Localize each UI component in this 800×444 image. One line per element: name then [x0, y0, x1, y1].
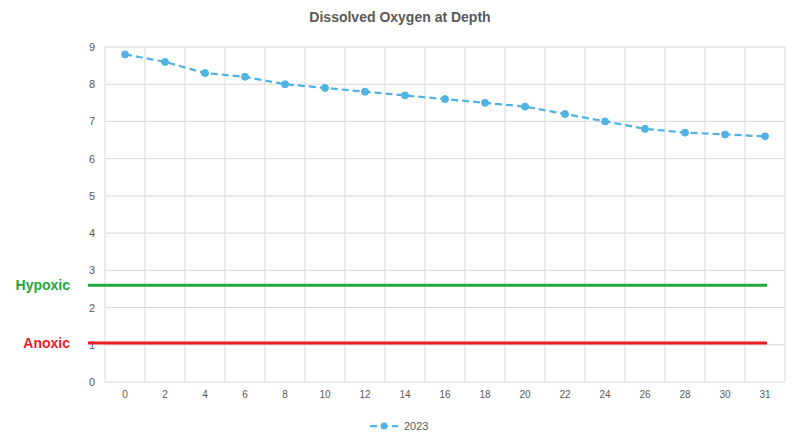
threshold-line: [88, 341, 767, 344]
y-tick-label: 8: [89, 78, 95, 90]
series-marker: [122, 51, 129, 58]
y-tick-label: 7: [89, 115, 95, 127]
y-tick-label: 6: [89, 153, 95, 165]
grid-line-x: [505, 47, 506, 382]
series-marker: [202, 70, 209, 77]
chart-svg: Dissolved Oxygen at Depth012345678902468…: [0, 0, 800, 444]
y-tick-label: 5: [89, 190, 95, 202]
grid-line-x: [265, 47, 266, 382]
grid-line-y: [105, 158, 785, 159]
series-marker: [322, 84, 329, 91]
grid-line-x: [585, 47, 586, 382]
grid-line-y: [105, 233, 785, 234]
series-marker: [402, 92, 409, 99]
series-line: [125, 54, 765, 136]
x-tick-label: 2: [162, 389, 168, 400]
grid-line-x: [105, 47, 106, 382]
grid-line-y: [105, 47, 785, 48]
series-marker: [362, 88, 369, 95]
grid-line-x: [305, 47, 306, 382]
series-marker: [162, 58, 169, 65]
x-tick-label: 16: [439, 389, 451, 400]
grid-line-y: [105, 121, 785, 122]
grid-line-y: [105, 344, 785, 345]
x-tick-label: 18: [479, 389, 491, 400]
x-tick-label: 6: [242, 389, 248, 400]
y-tick-label: 0: [89, 376, 95, 388]
grid-line-x: [625, 47, 626, 382]
x-tick-label: 8: [282, 389, 288, 400]
legend-label: 2023: [404, 420, 428, 432]
x-tick-label: 22: [559, 389, 571, 400]
title: Dissolved Oxygen at Depth: [309, 9, 490, 25]
grid-line-y: [105, 382, 785, 383]
y-tick-label: 3: [89, 264, 95, 276]
grid-line-x: [465, 47, 466, 382]
x-tick-label: 20: [519, 389, 531, 400]
x-tick-label: 4: [202, 389, 208, 400]
x-tick-label: 0: [122, 389, 128, 400]
x-tick-label: 12: [359, 389, 371, 400]
x-tick-label: 28: [679, 389, 691, 400]
x-tick-label: 14: [399, 389, 411, 400]
grid-line-x: [705, 47, 706, 382]
grid-line-y: [105, 84, 785, 85]
series-marker: [642, 125, 649, 132]
y-tick-label: 4: [89, 227, 95, 239]
series-marker: [762, 133, 769, 140]
grid-line-y: [105, 195, 785, 196]
legend-marker: [381, 423, 388, 430]
series-marker: [242, 73, 249, 80]
threshold-line: [88, 284, 767, 287]
plot-area: [122, 51, 769, 140]
y-tick-label: 9: [89, 41, 95, 53]
threshold-label: Anoxic: [23, 335, 70, 351]
x-tick-label: 10: [319, 389, 331, 400]
chart-container: Dissolved Oxygen at Depth012345678902468…: [0, 0, 800, 444]
grid-line-x: [665, 47, 666, 382]
series-marker: [682, 129, 689, 136]
series-marker: [482, 99, 489, 106]
x-tick-label: 24: [599, 389, 611, 400]
grid-line-x: [745, 47, 746, 382]
threshold-label: Hypoxic: [16, 277, 71, 293]
series-marker: [282, 81, 289, 88]
grid-line-y: [105, 307, 785, 308]
grid-line-x: [185, 47, 186, 382]
series-marker: [562, 111, 569, 118]
y-tick-label: 1: [89, 339, 95, 351]
grid-line-y: [105, 270, 785, 271]
x-tick-label: 30: [719, 389, 731, 400]
grid-line-x: [345, 47, 346, 382]
grid-line-x: [225, 47, 226, 382]
series-marker: [602, 118, 609, 125]
grid-line-x: [145, 47, 146, 382]
grid-line-x: [545, 47, 546, 382]
x-tick-label: 26: [639, 389, 651, 400]
series-marker: [722, 131, 729, 138]
series-marker: [442, 96, 449, 103]
x-tick-label: 31: [759, 389, 771, 400]
y-tick-label: 2: [89, 302, 95, 314]
grid-line-x: [385, 47, 386, 382]
grid-line-x: [785, 47, 786, 382]
series-marker: [522, 103, 529, 110]
